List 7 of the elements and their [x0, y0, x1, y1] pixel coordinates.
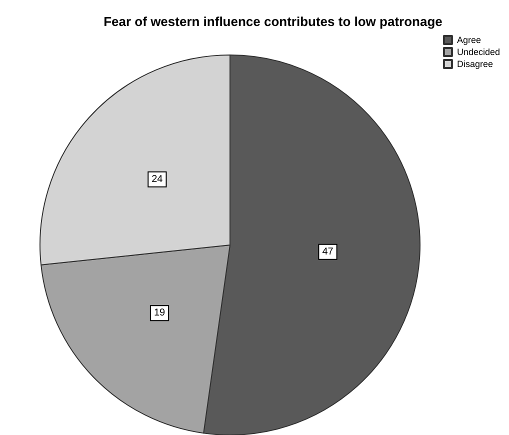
data-label: 24 [152, 174, 164, 185]
data-label: 19 [154, 308, 166, 319]
data-label: 47 [322, 246, 334, 258]
legend-label: Undecided [456, 47, 500, 57]
legend-label: Agree [456, 35, 481, 45]
legend-label: Disagree [456, 59, 493, 69]
chart-title: Fear of western influence contributes to low patronage [104, 14, 442, 29]
